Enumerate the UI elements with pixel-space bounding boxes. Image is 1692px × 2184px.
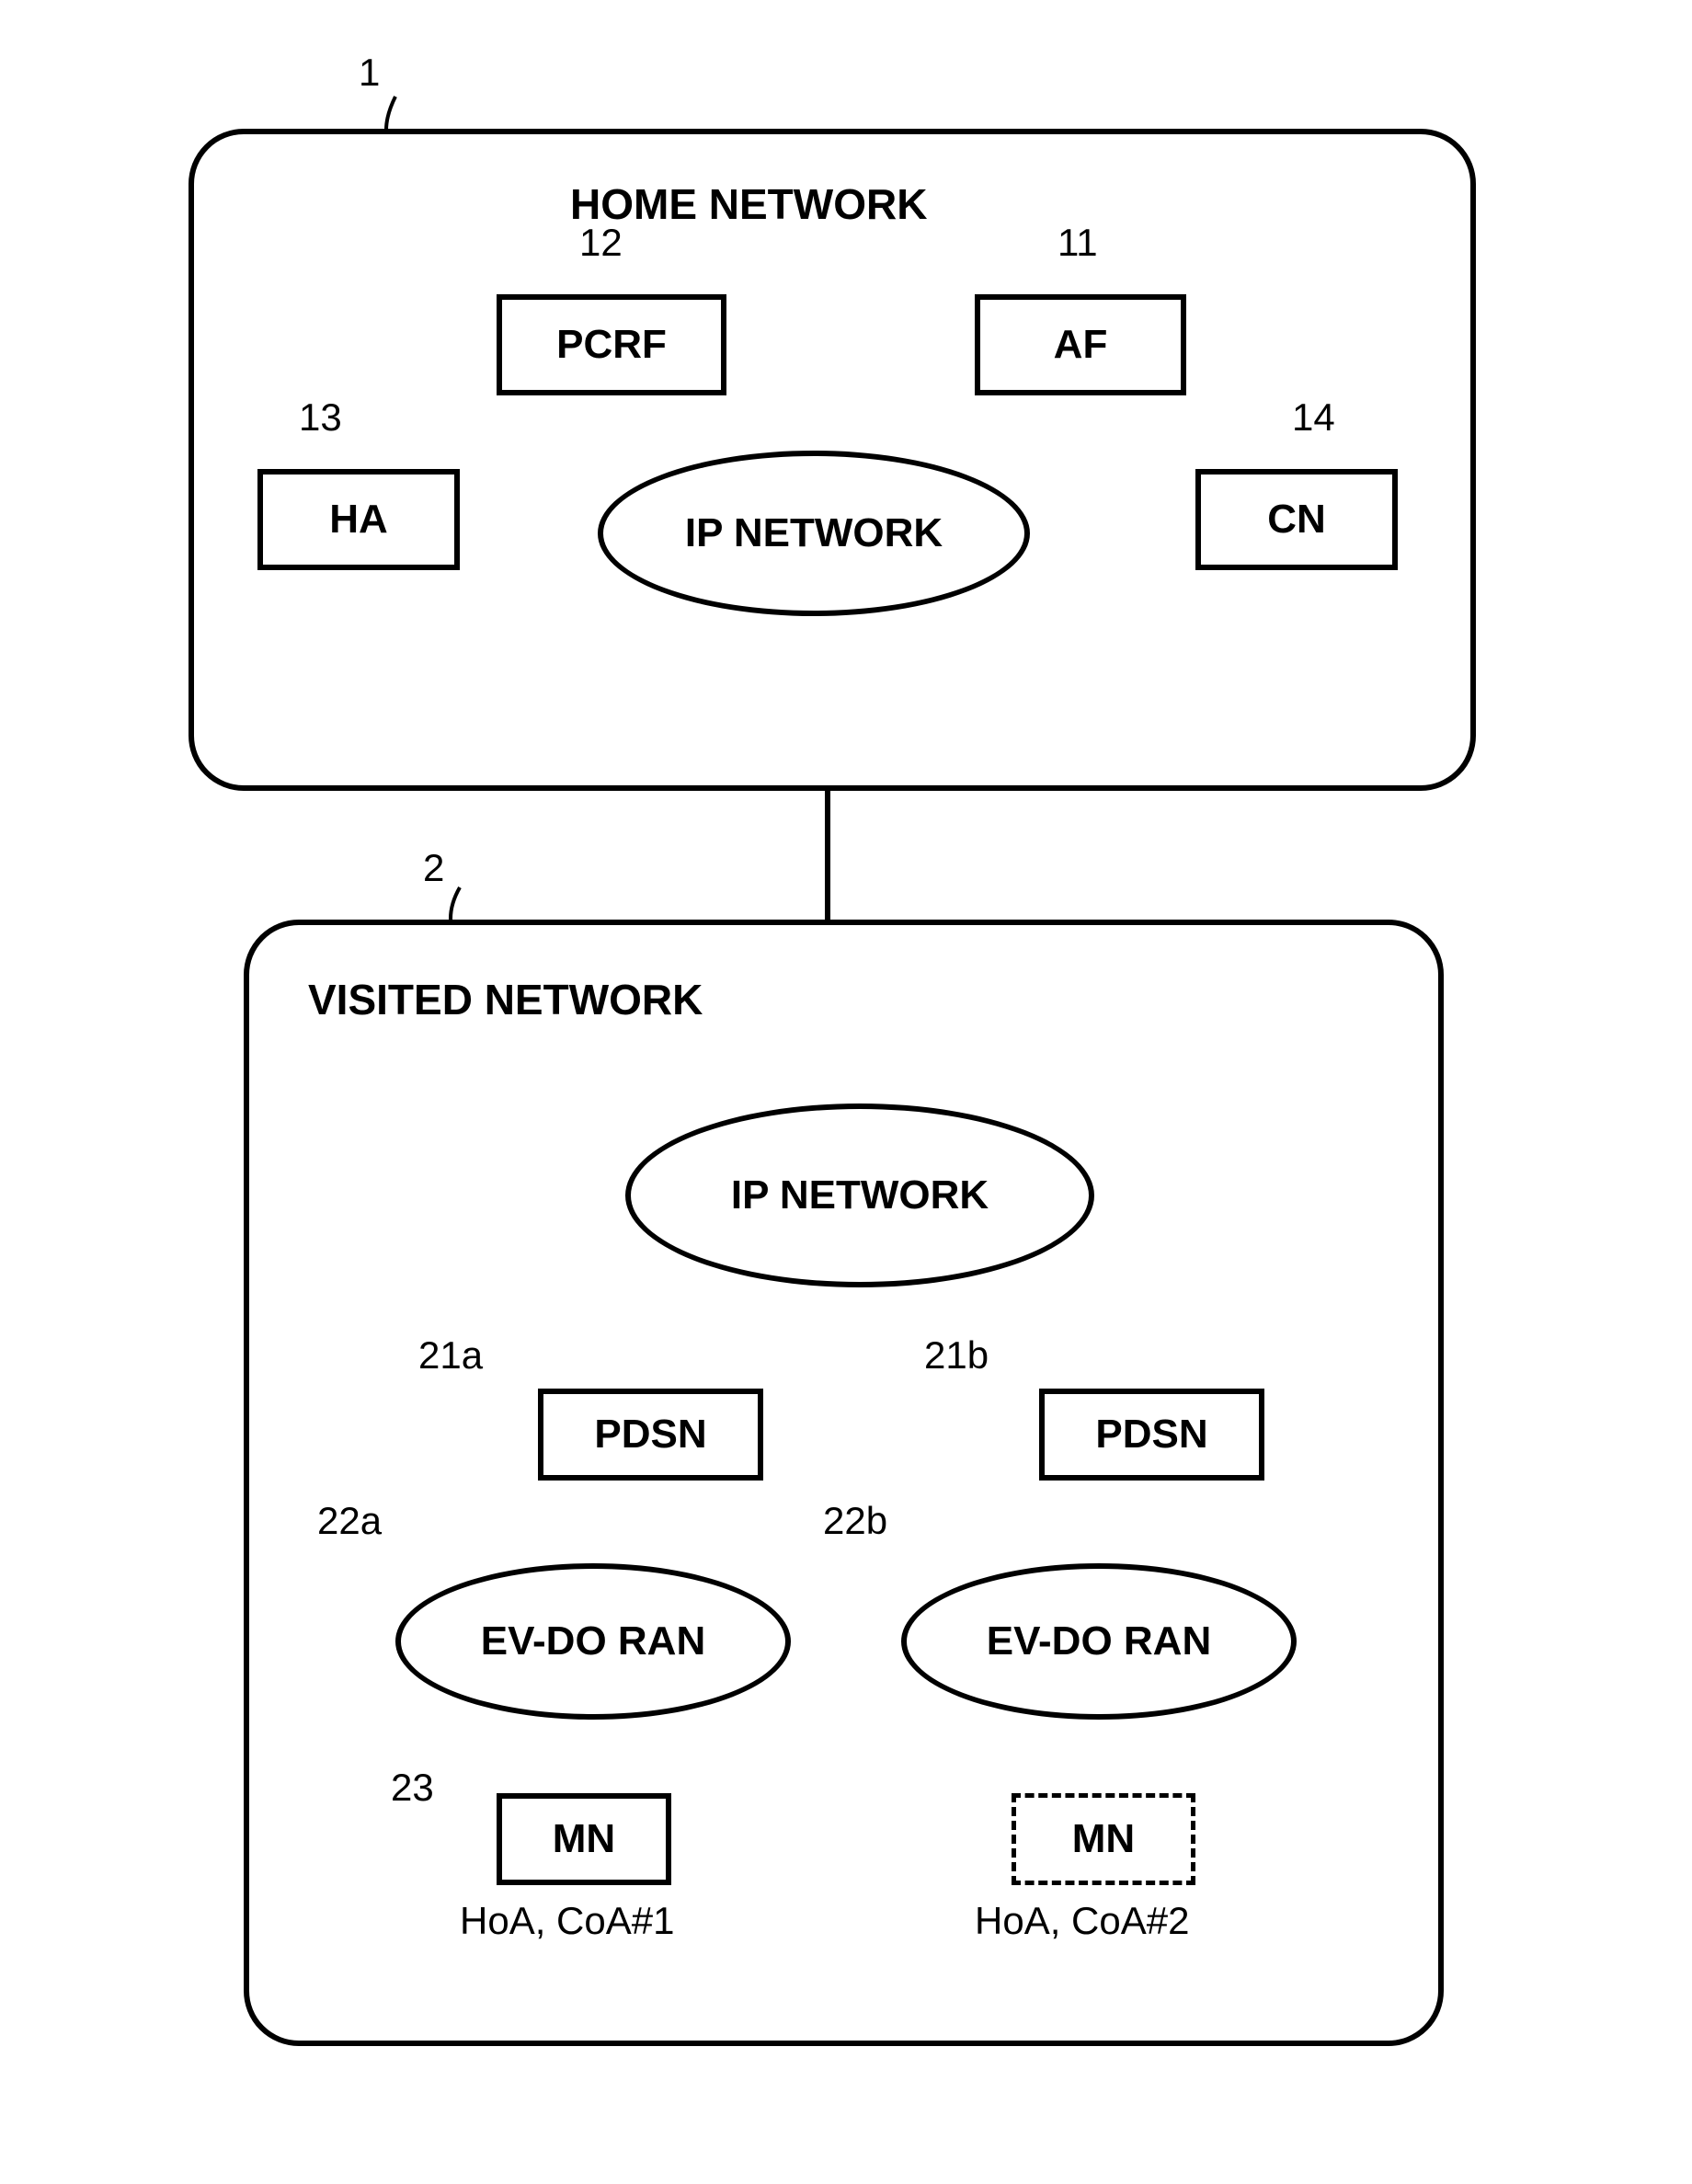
visited-network-title: VISITED NETWORK — [308, 975, 703, 1024]
ran-a-ref: 22a — [317, 1499, 382, 1543]
pdsn-a-ref: 21a — [418, 1333, 483, 1378]
visited-ip-network-node: IP NETWORK — [625, 1103, 1094, 1287]
pdsn-a-node: PDSN — [538, 1389, 763, 1481]
mn-a-label: MN — [553, 1816, 615, 1862]
evdo-ran-b-node: EV-DO RAN — [901, 1563, 1297, 1720]
ran-b-label: EV-DO RAN — [987, 1618, 1211, 1664]
af-node: AF — [975, 294, 1186, 395]
cn-ref: 14 — [1292, 395, 1335, 440]
visited-network-box — [244, 920, 1444, 2046]
mn-a-node: MN — [497, 1793, 671, 1885]
home-network-ref: 1 — [359, 51, 380, 95]
home-ip-network-node: IP NETWORK — [598, 451, 1030, 616]
diagram-canvas: 1 HOME NETWORK PCRF 12 AF 11 HA 13 CN 14… — [0, 0, 1692, 2184]
home-network-title: HOME NETWORK — [570, 179, 927, 229]
pcrf-ref: 12 — [579, 221, 623, 265]
mn-a-sublabel: HoA, CoA#1 — [460, 1899, 674, 1943]
pdsn-b-ref: 21b — [924, 1333, 989, 1378]
ha-node: HA — [257, 469, 460, 570]
cn-node: CN — [1195, 469, 1398, 570]
home-ip-label: IP NETWORK — [685, 510, 943, 556]
pcrf-label: PCRF — [556, 322, 667, 368]
ran-a-label: EV-DO RAN — [481, 1618, 705, 1664]
af-ref: 11 — [1058, 221, 1098, 265]
af-label: AF — [1054, 322, 1108, 368]
pdsn-a-label: PDSN — [594, 1412, 706, 1458]
pdsn-b-label: PDSN — [1095, 1412, 1207, 1458]
ha-label: HA — [329, 497, 388, 543]
cn-label: CN — [1267, 497, 1326, 543]
pcrf-node: PCRF — [497, 294, 726, 395]
mn-b-node: MN — [1012, 1793, 1195, 1885]
evdo-ran-a-node: EV-DO RAN — [395, 1563, 791, 1720]
visited-network-ref: 2 — [423, 846, 444, 890]
mn-b-sublabel: HoA, CoA#2 — [975, 1899, 1189, 1943]
pdsn-b-node: PDSN — [1039, 1389, 1264, 1481]
mn-b-label: MN — [1072, 1816, 1135, 1862]
mn-a-ref: 23 — [391, 1766, 434, 1810]
ha-ref: 13 — [299, 395, 342, 440]
visited-ip-label: IP NETWORK — [731, 1172, 989, 1218]
ran-b-ref: 22b — [823, 1499, 887, 1543]
